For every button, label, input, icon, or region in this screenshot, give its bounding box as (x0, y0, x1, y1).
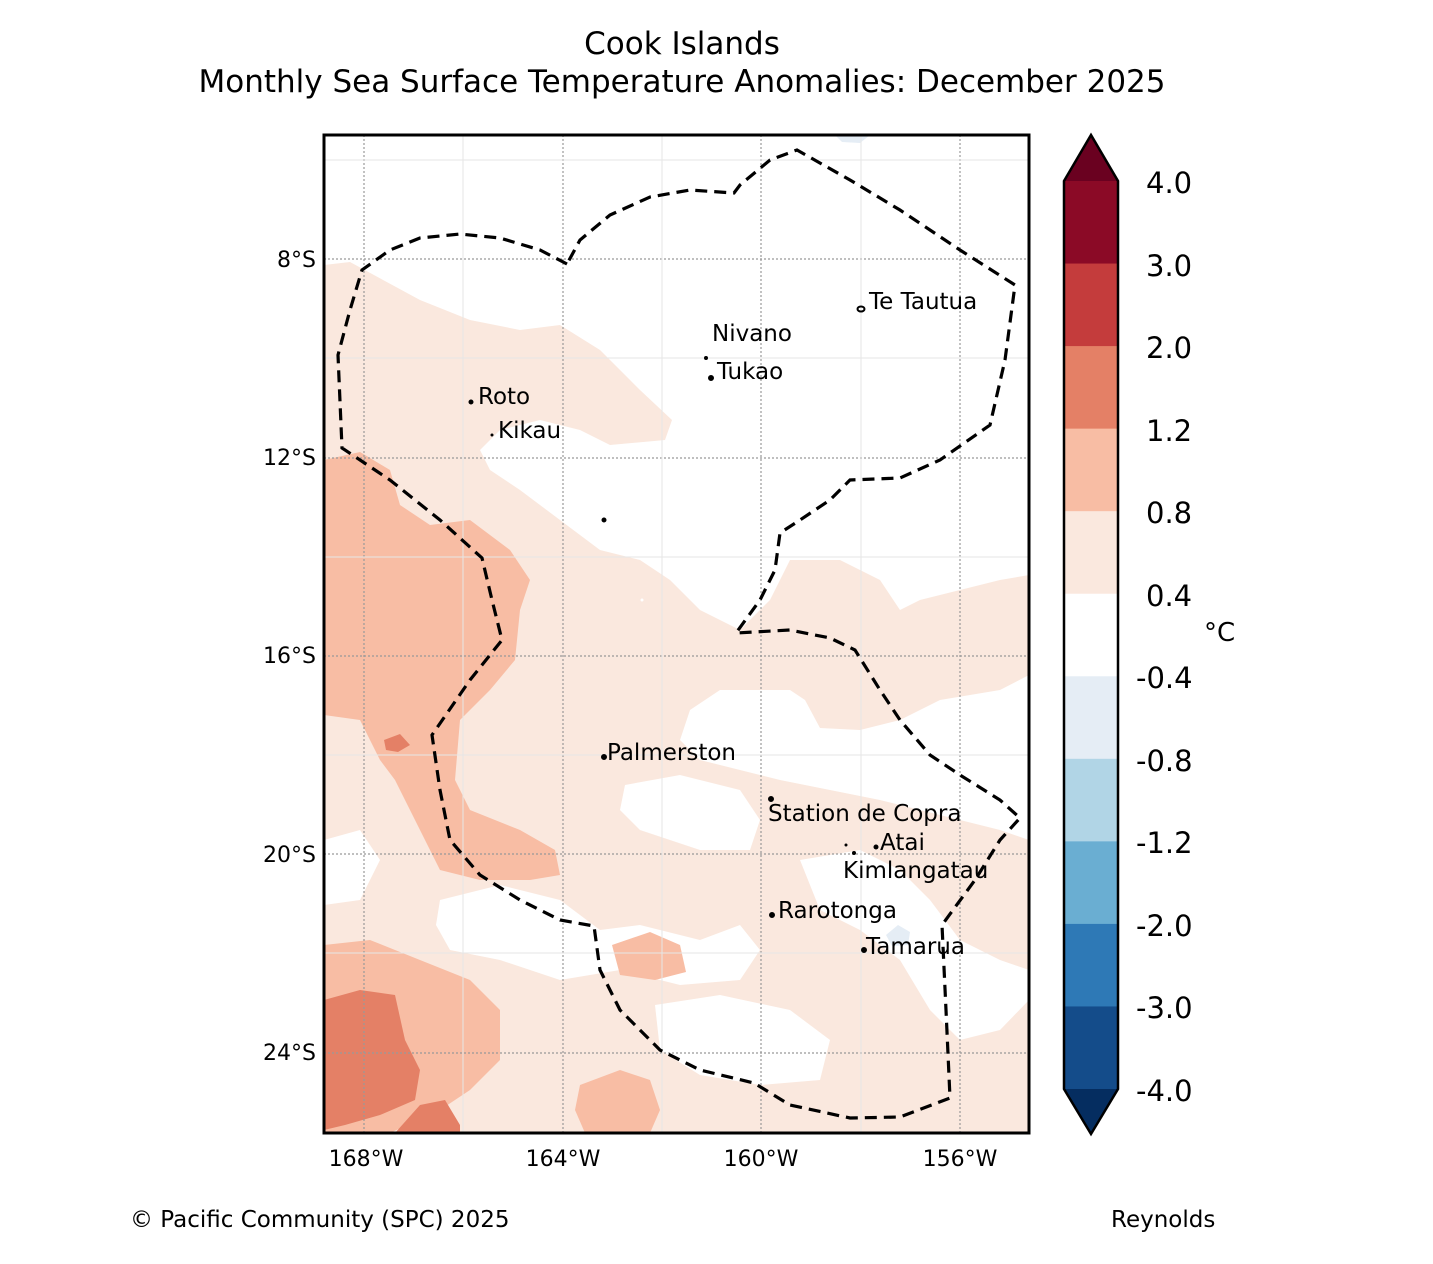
colorbar-segment (1064, 758, 1118, 842)
data-source-text: Reynolds (1111, 1207, 1216, 1233)
island-marker (490, 433, 494, 437)
colorbar-extend-max (1064, 135, 1118, 181)
island-marker (861, 947, 867, 953)
place-label: Tamarua (865, 934, 965, 960)
lat-tick-label: 24°S (263, 1041, 316, 1066)
anomaly-band-0.8-1.2 (575, 1070, 660, 1133)
place-label: Nivano (712, 321, 792, 347)
anomaly-band-1.2-2.0 (384, 734, 410, 752)
colorbar-segment (1064, 428, 1118, 512)
place-label: Te Tautua (868, 289, 977, 315)
anomaly-band-neutral-hole (324, 830, 380, 905)
lat-tick-label: 16°S (263, 644, 316, 669)
colorbar-tick-label: 1.2 (1146, 414, 1192, 448)
place-label: Atai (880, 830, 925, 856)
island-marker (640, 598, 644, 602)
place-label: Palmerston (607, 740, 736, 766)
place-label: Kikau (498, 418, 561, 444)
colorbar-segment (1064, 841, 1118, 925)
colorbar-tick-label: 0.4 (1146, 579, 1192, 613)
colorbar-tick-label: 3.0 (1146, 249, 1192, 283)
colorbar-tick-label: -3.0 (1136, 991, 1193, 1025)
colorbar-segment (1064, 511, 1118, 595)
lon-tick-label: 160°W (724, 1147, 799, 1172)
colorbar-tick-label: -1.2 (1136, 826, 1193, 860)
gridlines (324, 135, 1029, 1133)
colorbar-segment (1064, 346, 1118, 430)
lon-tick-label: 164°W (526, 1147, 601, 1172)
colorbar-segment (1064, 676, 1118, 760)
anomaly-band-neutral-hole (655, 995, 830, 1085)
colorbar-tick-label: -4.0 (1136, 1074, 1193, 1108)
island-marker (856, 305, 866, 313)
island-marker (708, 375, 714, 381)
lon-tick-label: 156°W (923, 1147, 998, 1172)
colorbar-extend-min (1064, 1089, 1118, 1134)
anomaly-band-1.2-2.0 (395, 1100, 460, 1133)
copyright-text: © Pacific Community (SPC) 2025 (130, 1207, 510, 1233)
map-title: Cook Islands (584, 26, 780, 62)
colorbar-segment (1064, 923, 1118, 1007)
island-marker (844, 843, 848, 847)
colorbar-segment (1064, 263, 1118, 347)
colorbar-unit: °C (1204, 618, 1235, 648)
island-marker (601, 517, 607, 523)
colorbar-tick-label: -0.4 (1136, 661, 1193, 695)
colorbar (1062, 132, 1120, 1137)
place-label: Kimlangatau (843, 858, 988, 884)
colorbar-tick-label: -0.8 (1136, 744, 1193, 778)
anomaly-band-0.8-1.2 (324, 452, 560, 880)
colorbar-tick-label: -2.0 (1136, 909, 1193, 943)
colorbar-tick-labels: 4.0 3.0 2.0 1.2 0.8 0.4 -0.4 -0.8 -1.2 -… (1136, 166, 1193, 1108)
island-marker (852, 851, 856, 855)
place-label: Station de Copra (768, 801, 961, 827)
island-markers (468, 305, 879, 953)
place-label: Roto (478, 384, 530, 410)
anomaly-band-1.2-2.0 (324, 990, 420, 1130)
colorbar-segment (1064, 181, 1118, 265)
island-marker (873, 844, 879, 850)
colorbar-outline (1062, 132, 1120, 1137)
colorbar-tick-label: 4.0 (1146, 166, 1192, 200)
lon-tick-label: 168°W (329, 1147, 404, 1172)
place-label: Rarotonga (778, 898, 897, 924)
minor-gridlines (324, 135, 1029, 1133)
colorbar-segment (1064, 593, 1118, 677)
place-label: Tukao (716, 359, 783, 385)
anomaly-band-0.8-1.2 (612, 932, 686, 980)
anomaly-band-neutral-hole (800, 850, 1029, 1040)
map-frame (322, 133, 1031, 1135)
island-labels: Te Tautua Nivano Tukao Roto Kikau Palmer… (478, 289, 988, 960)
lon-axis-labels: 168°W 164°W 160°W 156°W (329, 1147, 998, 1172)
lat-tick-label: 8°S (277, 248, 316, 273)
island-marker (468, 399, 474, 405)
lat-tick-label: 20°S (263, 843, 316, 868)
colorbar-tick-label: 2.0 (1146, 331, 1192, 365)
map-subtitle: Monthly Sea Surface Temperature Anomalie… (198, 64, 1166, 100)
island-marker (704, 356, 708, 360)
island-marker (601, 754, 607, 760)
island-marker (768, 796, 774, 802)
lat-tick-label: 12°S (263, 446, 316, 471)
island-marker (769, 912, 775, 918)
anomaly-band-neutral-hole (620, 775, 760, 850)
colorbar-tick-label: 0.8 (1146, 496, 1192, 530)
anomaly-band-neg-0.4 (886, 925, 910, 946)
colorbar-segment (1064, 1006, 1118, 1090)
lat-axis-labels: 8°S 12°S 16°S 20°S 24°S (263, 248, 316, 1066)
eez-boundary (336, 148, 1023, 1120)
anomaly-fill-layer (324, 135, 1029, 1133)
